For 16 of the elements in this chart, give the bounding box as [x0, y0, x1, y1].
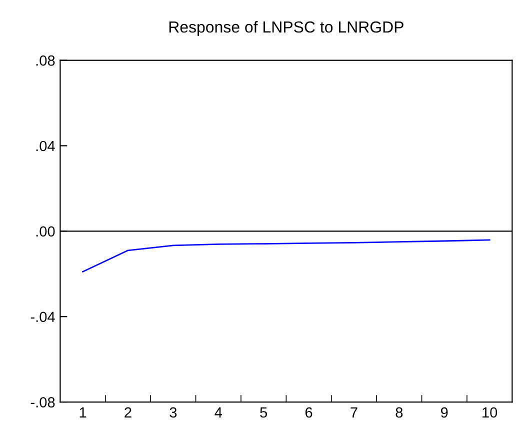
x-tick-label: 10 [482, 407, 498, 418]
x-tick-label: 5 [260, 407, 268, 418]
x-tick-label: 7 [350, 407, 358, 418]
y-tick-label: -.08 [30, 397, 55, 408]
x-tick-label: 9 [440, 407, 448, 418]
y-tick-label: -.04 [30, 312, 55, 322]
x-tick-label: 3 [170, 407, 177, 418]
chart-title: Response of LNPSC to LNRGDP [169, 20, 404, 36]
x-tick-label: 6 [305, 407, 312, 418]
x-tick-label: 1 [80, 407, 86, 418]
y-tick-label: .08 [36, 55, 55, 66]
x-tick-label: 2 [124, 407, 132, 418]
x-tick-label: 8 [396, 407, 403, 418]
y-tick-label: .00 [36, 226, 55, 237]
y-tick-label: .04 [36, 140, 55, 152]
x-tick-label: 4 [214, 407, 222, 418]
